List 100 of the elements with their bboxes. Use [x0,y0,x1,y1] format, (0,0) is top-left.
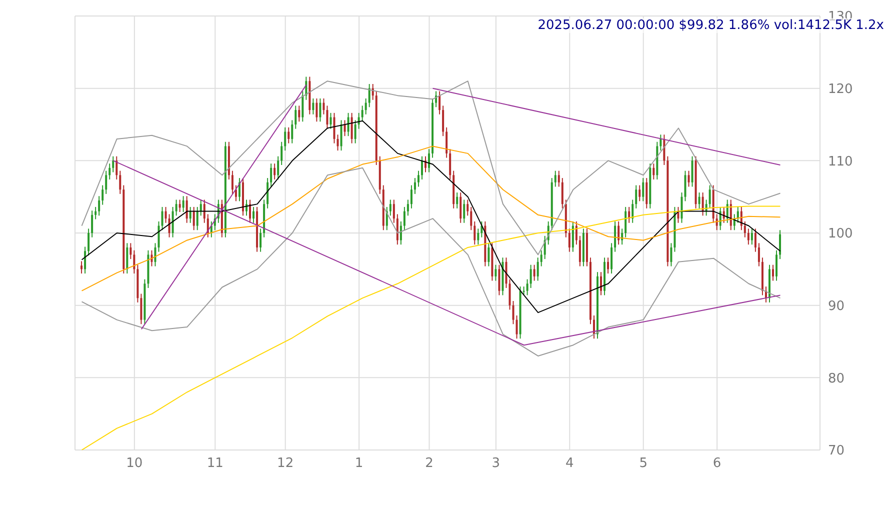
candlestick [347,112,350,137]
candlestick [614,220,616,252]
candlestick [344,120,346,137]
candlestick [670,242,672,267]
candlestick [330,112,332,130]
candlestick [488,242,490,267]
candlestick [274,163,276,180]
candlestick [540,250,542,267]
candlestick [350,112,353,144]
line-series [81,120,781,314]
candlestick [112,156,114,173]
candlestick [105,170,108,194]
candlestick [361,105,364,122]
candlestick [568,228,570,252]
candlestick [158,220,160,252]
candlestick [456,192,458,209]
candlestick [750,228,753,246]
candlestick [133,250,136,274]
candlestick [108,163,111,180]
candlestick [284,126,286,152]
candlestick [716,214,718,231]
candlestick [189,206,192,224]
candlestick [172,206,174,238]
candlestick [200,199,202,216]
candlestick [772,264,774,282]
candlestick [91,210,94,238]
line-series [81,206,781,450]
candlestick [575,220,578,246]
candlestick [130,242,132,260]
candlestick [554,170,556,188]
candlestick [406,199,409,216]
candlestick [266,178,269,209]
candlestick [420,156,423,180]
candlestick [638,184,641,202]
y-tick-label: 90 [828,298,845,314]
candlestick [88,228,90,256]
candlestick [396,214,398,246]
candlestick [161,206,164,231]
x-tick-label: 10 [126,456,143,472]
candlestick [435,90,438,108]
y-tick-label: 70 [828,444,845,459]
candlestick [298,105,300,122]
x-tick-label: 2 [425,456,434,472]
candlestick [508,278,511,310]
y-tick-label: 100 [828,226,853,242]
candlestick [154,242,156,267]
candlestick [610,242,613,274]
candlestick [196,206,198,231]
candlestick [98,196,100,216]
candlestick [424,156,427,173]
candlestick [389,199,392,216]
candlestick [561,178,564,209]
candlestick [463,199,466,224]
candlestick [512,300,514,325]
candlestick [660,134,662,152]
candlestick [470,206,472,231]
candlestick [140,293,142,325]
candlestick [102,184,104,206]
y-tick-label: 120 [828,82,853,97]
candlestick [94,206,97,220]
candlestick [288,126,290,144]
line-series [81,146,781,292]
candlestick [84,246,86,274]
candlestick [203,199,206,224]
candlestick [126,242,128,274]
candlestick [646,178,648,209]
candlestick [168,214,170,238]
candlestick [460,192,462,224]
candlestick [446,126,448,158]
candlestick [119,170,122,194]
x-tick-label: 12 [277,456,294,472]
y-tick-label: 80 [828,371,845,386]
candlestick [477,228,480,246]
candlestick [270,163,272,188]
candlestick [776,250,778,282]
candlestick [758,242,760,267]
candlestick [779,230,782,260]
candlestick [480,220,483,238]
line-series [81,80,781,256]
candlestick [231,170,234,194]
candlestick [624,206,627,238]
x-tick-label: 11 [206,456,224,472]
candlestick [632,199,634,224]
candlestick [277,156,280,180]
x-tick-label: 6 [712,456,722,472]
x-tick-label: 5 [639,456,648,472]
candlestick [494,264,497,282]
x-tick-label: 1 [354,456,364,472]
candlestick [186,196,188,224]
candlestick [428,148,430,173]
candlestick [688,170,690,188]
candlestick [192,206,195,231]
candlestick [322,98,325,115]
candlestick [294,105,297,130]
candlestick [708,184,711,209]
candlestick [291,120,294,144]
candlestick [326,105,328,130]
candlestick [150,250,153,267]
candlestick [417,170,420,188]
candlestick [340,120,342,152]
